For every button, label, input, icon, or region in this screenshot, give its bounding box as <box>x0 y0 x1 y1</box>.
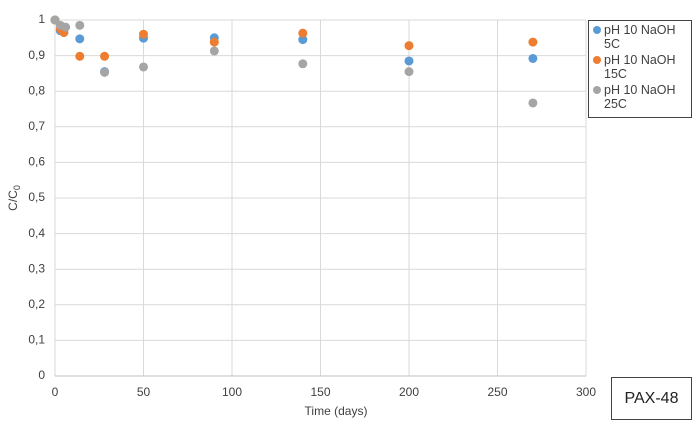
legend-item: pH 10 NaOH 5C <box>593 23 687 51</box>
y-tick-label: 0,7 <box>28 119 45 133</box>
point <box>100 51 110 61</box>
point <box>404 41 414 51</box>
point <box>528 98 538 108</box>
y-tick-label: 0 <box>38 368 45 382</box>
legend-item: pH 10 NaOH 15C <box>593 53 687 81</box>
point <box>75 34 85 44</box>
point <box>404 56 414 66</box>
y-tick-label: 0,4 <box>28 226 45 240</box>
y-tick-label: 0,2 <box>28 297 45 311</box>
legend-marker <box>593 86 601 94</box>
legend-label: pH 10 NaOH 25C <box>604 83 676 111</box>
point <box>75 20 85 30</box>
y-tick-label: 0,3 <box>28 261 45 275</box>
y-tick-label: 0,8 <box>28 83 45 97</box>
point <box>139 62 148 72</box>
point <box>139 29 148 39</box>
y-tick-label: 0,5 <box>28 190 45 204</box>
x-axis-label: Time (days) <box>305 404 368 418</box>
point <box>209 46 219 56</box>
y-tick-label: 0,6 <box>28 155 45 169</box>
legend: pH 10 NaOH 5C pH 10 NaOH 15C pH 10 NaOH 25… <box>588 20 692 118</box>
point <box>100 67 110 77</box>
x-tick-label: 250 <box>487 385 507 399</box>
legend-label: pH 10 NaOH 5C <box>604 23 676 51</box>
y-tick-label: 0,9 <box>28 48 45 62</box>
point <box>298 59 308 69</box>
x-tick-label: 100 <box>222 385 242 399</box>
x-tick-label: 300 <box>576 385 596 399</box>
x-tick-label: 50 <box>137 385 151 399</box>
legend-marker <box>593 26 601 34</box>
point <box>298 35 308 45</box>
y-axis-label: C/C0 <box>6 185 22 211</box>
point <box>61 22 71 32</box>
y-label-main: C/C <box>6 190 20 211</box>
x-tick-label: 0 <box>52 385 59 399</box>
y-label-sub: 0 <box>12 185 22 190</box>
point <box>209 37 219 47</box>
point <box>528 37 538 47</box>
x-tick-label: 200 <box>399 385 419 399</box>
legend-marker <box>593 56 601 64</box>
point <box>528 53 538 63</box>
legend-label: pH 10 NaOH 15C <box>604 53 676 81</box>
legend-item: pH 10 NaOH 25C <box>593 83 687 111</box>
y-tick-label: 1 <box>38 12 45 26</box>
x-tick-label: 150 <box>310 385 330 399</box>
annotation: PAX-48 <box>611 377 692 420</box>
point <box>404 67 414 77</box>
point <box>298 28 308 38</box>
y-tick-label: 0,1 <box>28 333 45 347</box>
point <box>75 51 85 61</box>
